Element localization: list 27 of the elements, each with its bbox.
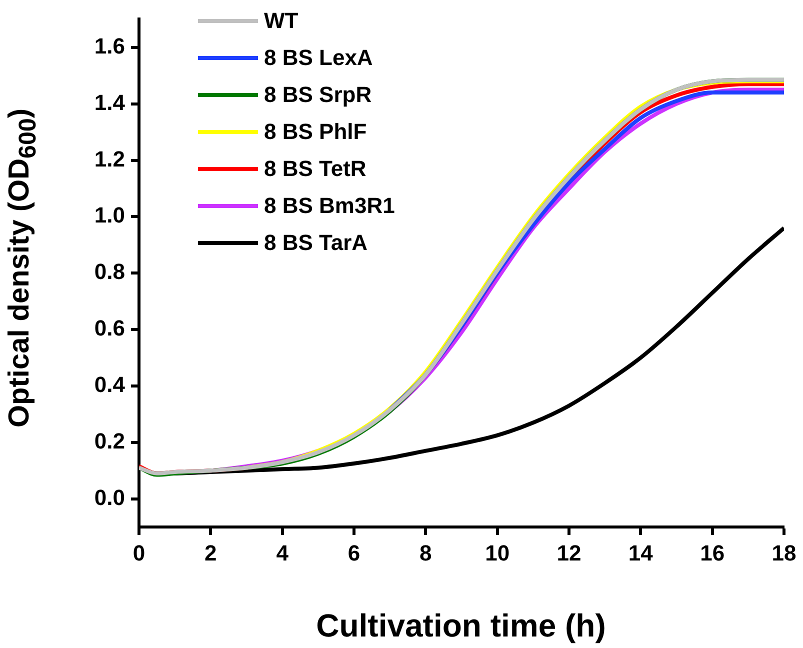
y-tick-label: 0.6 bbox=[94, 316, 125, 341]
y-tick-label: 0.4 bbox=[94, 372, 126, 398]
legend-label: 8 BS SrpR bbox=[264, 82, 372, 108]
legend-label: 8 BS LexA bbox=[264, 44, 373, 70]
x-tick-label: 6 bbox=[348, 540, 360, 566]
y-tick-label: 1.0 bbox=[94, 202, 125, 228]
x-tick-label: 8 bbox=[420, 540, 432, 566]
x-tick-label: 2 bbox=[204, 540, 217, 566]
x-tick-label: 16 bbox=[700, 540, 725, 566]
legend-label: WT bbox=[264, 8, 298, 34]
x-tick-label: 4 bbox=[276, 540, 290, 566]
x-tick-label: 0 bbox=[132, 540, 146, 566]
y-tick-label: 0.8 bbox=[94, 259, 125, 284]
legend-label: 8 BS TarA bbox=[264, 230, 368, 256]
x-axis-title: Cultivation time (h) bbox=[316, 608, 606, 644]
legend-label: 8 BS Bm3R1 bbox=[264, 192, 395, 218]
x-tick-label: 12 bbox=[556, 540, 582, 566]
legend-label: 8 BS TetR bbox=[264, 156, 366, 182]
x-tick-label: 18 bbox=[772, 540, 796, 566]
legend-label: 8 BS PhlF bbox=[264, 118, 367, 144]
y-tick-label: 0.0 bbox=[94, 484, 125, 510]
x-tick-label: 10 bbox=[485, 540, 510, 566]
y-tick-label: 1.2 bbox=[94, 146, 125, 172]
y-tick-label: 1.4 bbox=[94, 90, 126, 115]
y-tick-label: 1.6 bbox=[94, 33, 125, 58]
x-tick-label: 14 bbox=[628, 540, 654, 566]
y-tick-label: 0.2 bbox=[94, 428, 125, 454]
